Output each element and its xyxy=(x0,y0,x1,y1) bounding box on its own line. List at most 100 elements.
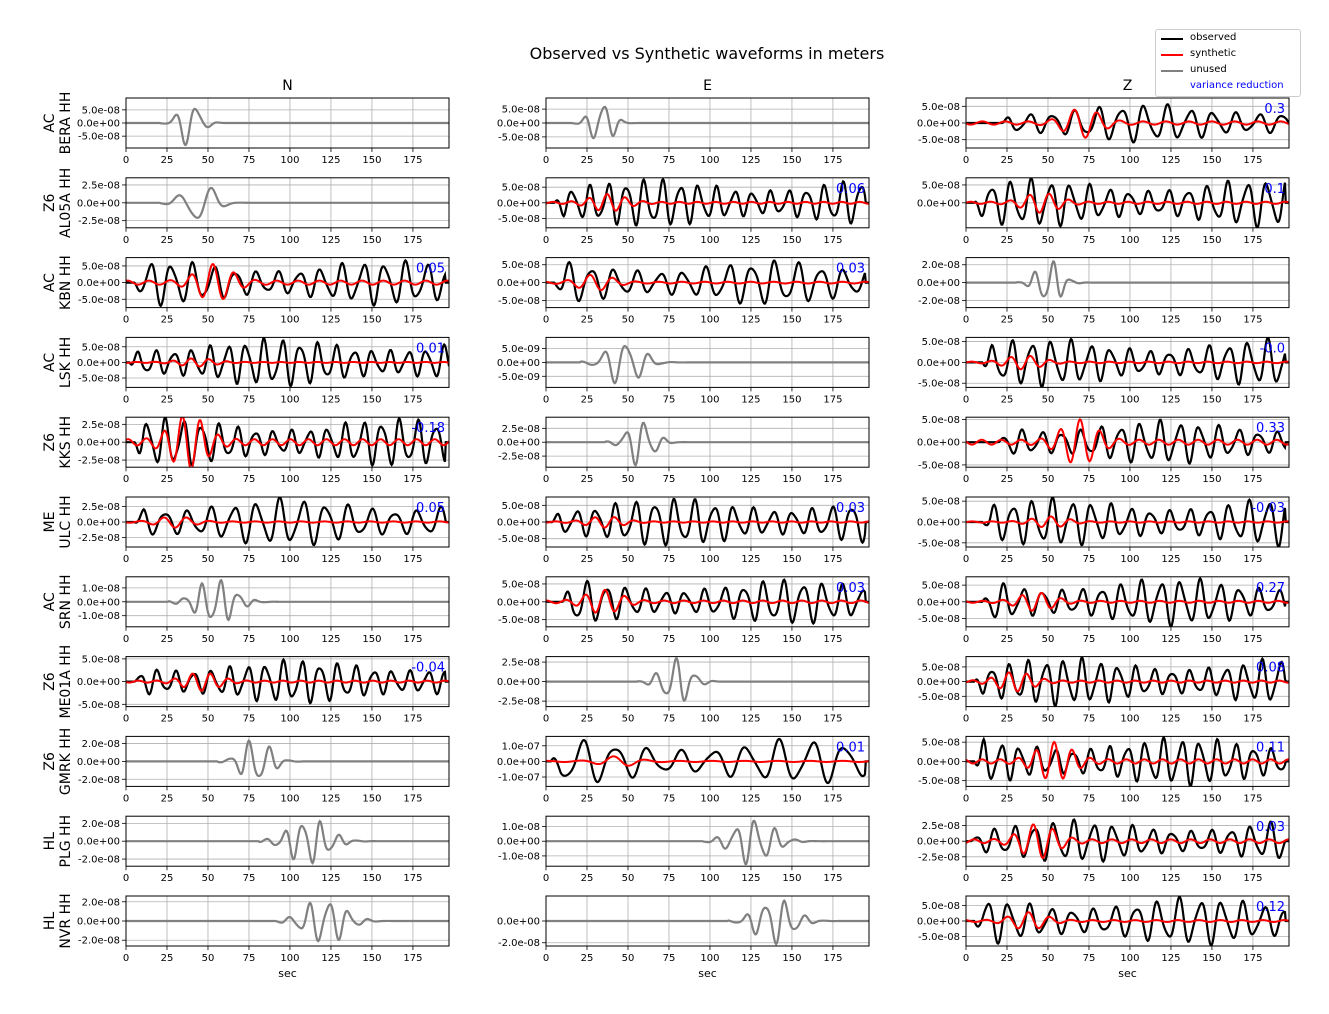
x-tick-label: 0 xyxy=(963,873,969,884)
x-tick-label: 75 xyxy=(663,953,676,964)
y-tick-label: -5.0e-08 xyxy=(918,614,960,625)
observed-trace xyxy=(966,497,1289,547)
x-tick-label: 175 xyxy=(823,315,842,326)
network-code: AC xyxy=(42,592,58,611)
waveforms xyxy=(126,901,449,943)
x-tick-label: 75 xyxy=(1083,155,1096,166)
panel-me01a-n: 0 25 50 75 100 125 150 175 5.0e-08 0.0e+00 -5.0e-0… xyxy=(77,654,450,725)
variance-reduction-label: 0.05 xyxy=(416,262,445,277)
y-tick-label: 0.0e+00 xyxy=(77,757,120,768)
y-tick-label: 2.5e-08 xyxy=(82,180,120,191)
observed-trace xyxy=(966,736,1289,787)
x-tick-label: 175 xyxy=(823,474,842,485)
panel-bera-z: 0 25 50 75 100 125 150 175 5.0e-08 0.0e+00 -5.0e-0… xyxy=(917,97,1290,166)
waveforms xyxy=(126,657,449,705)
panel-frame xyxy=(545,177,870,229)
panel-frame xyxy=(125,177,450,229)
waveforms xyxy=(126,739,449,778)
y-tick-label: 0.0e+00 xyxy=(77,438,120,449)
x-tick-label: 125 xyxy=(321,554,340,565)
x-tick-label: 25 xyxy=(1001,793,1014,804)
column-title-n: N xyxy=(282,78,292,94)
x-tick-label: 0 xyxy=(123,235,129,246)
x-tick-label: 25 xyxy=(161,315,174,326)
legend-label-synthetic: synthetic xyxy=(1190,48,1237,59)
network-code: AC xyxy=(42,113,58,132)
x-tick-label: 75 xyxy=(1083,873,1096,884)
panel-frame xyxy=(545,895,870,947)
column-title-z: Z xyxy=(1123,78,1133,94)
x-tick-label: 150 xyxy=(782,474,801,485)
y-tick-label: -1.0e-07 xyxy=(498,773,540,784)
x-tick-label: 125 xyxy=(741,394,760,405)
x-tick-label: 75 xyxy=(1083,474,1096,485)
observed-trace xyxy=(126,497,449,547)
station-code: PLG HH xyxy=(58,815,74,868)
x-tick-label: 175 xyxy=(1243,315,1262,326)
waveforms xyxy=(546,497,869,547)
x-tick-label: 125 xyxy=(321,793,340,804)
x-tick-label: 0 xyxy=(963,634,969,645)
variance-reduction-label: -0.04 xyxy=(411,661,445,676)
network-code: HL xyxy=(42,912,58,931)
panel-ulc-n: 0 25 50 75 100 125 150 175 2.5e-08 0.0e+00 -2.5e-0… xyxy=(77,496,450,565)
waveforms xyxy=(966,736,1289,787)
x-tick-label: 50 xyxy=(202,394,215,405)
panel-lsk-z: 0 25 50 75 100 125 150 175 5.0e-08 0.0e+00 -5.0e-0… xyxy=(917,336,1290,405)
legend-item-variance-reduction: variance reduction xyxy=(1156,79,1300,95)
x-tick-label: 25 xyxy=(581,714,594,725)
x-tick-label: 0 xyxy=(543,634,549,645)
x-tick-label: 50 xyxy=(1042,873,1055,884)
x-tick-label: 75 xyxy=(663,634,676,645)
x-tick-label: 125 xyxy=(321,634,340,645)
x-tick-label: 75 xyxy=(1083,793,1096,804)
x-tick-label: 100 xyxy=(280,953,299,964)
x-tick-label: 0 xyxy=(543,235,549,246)
station-label: Z6 GMRK HH xyxy=(42,728,74,795)
unused-trace xyxy=(546,344,869,385)
x-tick-label: 50 xyxy=(1042,315,1055,326)
panel-ulc-z: 0 25 50 75 100 125 150 175 5.0e-08 0.0e+00 -5.0e-0… xyxy=(917,496,1290,565)
x-tick-label: 125 xyxy=(1161,394,1180,405)
x-tick-label: 150 xyxy=(362,634,381,645)
column-title-e: E xyxy=(703,78,712,94)
x-tick-label: 25 xyxy=(581,634,594,645)
x-tick-label: 175 xyxy=(1243,394,1262,405)
x-tick-label: 150 xyxy=(1202,953,1221,964)
synthetic-trace xyxy=(546,273,869,292)
network-code: Z6 xyxy=(42,193,58,212)
synthetic-trace xyxy=(966,192,1289,214)
y-tick-label: 0.0e+00 xyxy=(497,119,540,130)
y-tick-label: 0.0e+00 xyxy=(917,597,960,608)
waveforms xyxy=(546,578,869,626)
variance-reduction-label: -0.18 xyxy=(411,421,445,436)
x-tick-label: 0 xyxy=(123,953,129,964)
x-tick-label: 125 xyxy=(1161,474,1180,485)
y-tick-label: -5.0e-08 xyxy=(78,295,120,306)
observed-trace xyxy=(966,103,1289,144)
network-code: Z6 xyxy=(42,433,58,452)
x-tick-label: 50 xyxy=(202,155,215,166)
x-tick-label: 0 xyxy=(123,315,129,326)
waveforms xyxy=(546,177,869,227)
waveforms xyxy=(966,260,1289,298)
x-tick-label: 0 xyxy=(123,394,129,405)
x-tick-label: 50 xyxy=(202,873,215,884)
x-tick-label: 25 xyxy=(581,155,594,166)
panel-plg-z: 0 25 50 75 100 125 150 175 2.5e-08 0.0e+00 -2.5e-0… xyxy=(917,815,1290,884)
x-tick-label: 25 xyxy=(1001,474,1014,485)
y-tick-label: 5.0e-08 xyxy=(502,183,540,194)
x-tick-label: 175 xyxy=(1243,793,1262,804)
panel-frame xyxy=(965,815,1290,867)
x-tick-label: 50 xyxy=(622,394,635,405)
x-tick-label: 0 xyxy=(123,554,129,565)
panel-frame xyxy=(965,416,1290,468)
x-tick-label: 150 xyxy=(782,394,801,405)
y-tick-label: 0.0e+00 xyxy=(917,518,960,529)
x-tick-label: 50 xyxy=(202,714,215,725)
y-tick-label: 0.0e+00 xyxy=(497,677,540,688)
x-tick-label: 100 xyxy=(700,714,719,725)
y-tick-label: -1.0e-08 xyxy=(498,851,540,862)
x-tick-label: 50 xyxy=(622,714,635,725)
